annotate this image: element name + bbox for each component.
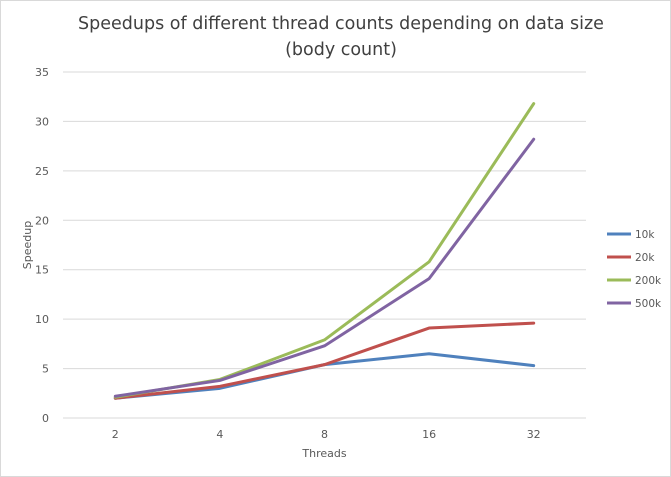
chart-title: Speedups of different thread counts depe… xyxy=(78,14,604,60)
legend: 10k 20k 200k 500k xyxy=(607,229,662,310)
y-tick-label: 35 xyxy=(35,66,49,79)
legend-label: 20k xyxy=(635,252,655,264)
x-axis-label: Threads xyxy=(301,447,346,460)
series-line-500k xyxy=(113,137,536,398)
x-tick-label: 2 xyxy=(112,428,119,441)
y-tick-label: 20 xyxy=(35,214,49,227)
axes: 0 5 10 15 20 25 30 35 2 4 8 16 32 xyxy=(35,66,541,441)
x-tick-label: 32 xyxy=(527,428,541,441)
series-lines xyxy=(113,102,536,400)
gridlines xyxy=(63,71,586,419)
y-tick-label: 5 xyxy=(42,363,49,376)
y-axis-label: Speedup xyxy=(21,221,34,269)
y-tick-label: 30 xyxy=(35,115,49,128)
x-tick-label: 8 xyxy=(321,428,328,441)
legend-label: 500k xyxy=(635,298,662,310)
legend-label: 10k xyxy=(635,229,655,241)
x-tick-label: 16 xyxy=(422,428,436,441)
y-tick-label: 15 xyxy=(35,264,49,277)
y-tick-label: 10 xyxy=(35,313,49,326)
y-tick-label: 0 xyxy=(42,412,49,425)
series-line-20k xyxy=(113,321,536,400)
y-tick-label: 25 xyxy=(35,165,49,178)
legend-label: 200k xyxy=(635,275,662,287)
x-tick-label: 4 xyxy=(216,428,223,441)
series-line-200k xyxy=(113,102,536,399)
